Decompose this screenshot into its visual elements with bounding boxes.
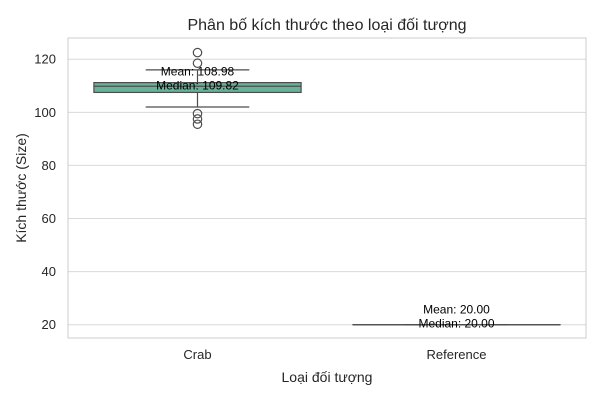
median-annotation: Median: 20.00 <box>418 317 494 331</box>
x-tick-label: Reference <box>427 347 487 362</box>
outlier-point <box>192 58 203 69</box>
y-tick-label: 80 <box>42 158 56 173</box>
x-tick-labels: Crab Reference <box>183 347 486 362</box>
y-tick-label: 40 <box>42 264 56 279</box>
x-tick-label: Crab <box>183 347 211 362</box>
box-body <box>93 82 302 94</box>
median-annotation: Median: 109.82 <box>156 78 239 92</box>
grid-lines <box>68 58 586 326</box>
box-crab <box>93 47 302 130</box>
y-tick-label: 60 <box>42 211 56 226</box>
outlier-point <box>192 47 203 58</box>
outlier-point <box>192 119 203 130</box>
outlier-point <box>192 108 203 119</box>
y-tick-label: 100 <box>34 105 56 120</box>
x-axis-label: Loại đối tượng <box>282 369 373 385</box>
chart-title: Phân bố kích thước theo loại đối tượng <box>187 17 466 34</box>
plot-frame <box>67 37 587 339</box>
y-axis-label: Kích thước (Size) <box>13 133 29 243</box>
mean-annotation: Mean: 20.00 <box>423 303 490 317</box>
mean-annotation: Mean: 108.98 <box>161 64 235 78</box>
y-tick-labels: 20 40 60 80 100 120 <box>34 52 56 332</box>
y-tick-label: 20 <box>42 317 56 332</box>
y-tick-label: 120 <box>34 52 56 67</box>
outlier-point <box>192 114 203 124</box>
box-marks <box>93 47 561 326</box>
